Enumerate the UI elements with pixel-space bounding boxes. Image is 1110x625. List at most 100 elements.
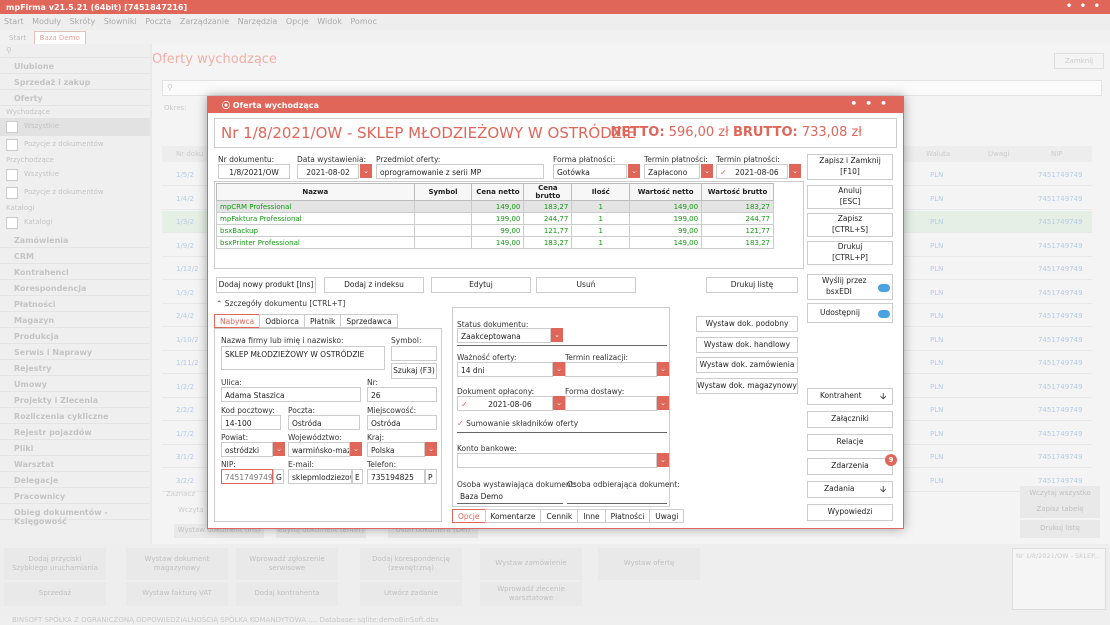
sidebar-search[interactable]: ⚲	[0, 44, 150, 58]
sidebar-child-wszystkie-out[interactable]: Wszystkie	[0, 118, 150, 136]
bank-account-select[interactable]	[457, 453, 657, 468]
check-icon[interactable]: ✓	[720, 168, 727, 177]
postal-code-field[interactable]: 14-100	[221, 415, 281, 430]
tab-platnik[interactable]: Płatnik	[304, 314, 342, 328]
sidebar-item-ulubione[interactable]: Ulubione	[0, 58, 150, 74]
sidebar-child-pozycje-in[interactable]: Pozycje z dokumentów	[0, 184, 150, 202]
chevron-down-icon[interactable]: ⌄	[657, 362, 669, 376]
add-quick-buttons[interactable]: Dodaj przyciski Szybkiego uruchamiania	[4, 548, 106, 580]
window-menu-dots[interactable]: • • •	[1065, 1, 1102, 12]
payment-date-field[interactable]: ✓ 2021-08-06	[716, 164, 788, 179]
validity-select[interactable]: 14 dni	[457, 362, 553, 377]
search-contractor-button[interactable]: Szukaj (F3)	[391, 363, 437, 379]
chevron-down-icon[interactable]: ⌄	[350, 442, 362, 456]
issue-stock-document-button[interactable]: Wystaw dokument magazynowy	[126, 548, 228, 580]
sidebar-item-module[interactable]: Warsztat	[0, 456, 150, 472]
menu-slowniki[interactable]: Słowniki	[103, 17, 137, 26]
chevron-down-icon[interactable]: ⌄	[273, 442, 285, 456]
post-office-field[interactable]: Ostróda	[288, 415, 360, 430]
relations-button[interactable]: Relacje	[807, 434, 893, 451]
save-button[interactable]: Zapisz [CTRL+S]	[807, 213, 893, 237]
menu-widok[interactable]: Widok	[317, 17, 342, 26]
col-wartosc-netto[interactable]: Wartość netto	[629, 183, 703, 201]
tab-cennik[interactable]: Cennik	[540, 509, 579, 523]
print-list-bg-button[interactable]: Drukuj listę	[1020, 520, 1100, 538]
print-button[interactable]: Drukuj [CTRL+P]	[807, 241, 893, 265]
sidebar-item-module[interactable]: Magazyn	[0, 312, 150, 328]
sidebar-item-module[interactable]: Projekty i Zlecenia	[0, 392, 150, 408]
workshop-order-button[interactable]: Wprowadź zlecenie warsztatowe	[480, 582, 582, 606]
chevron-down-icon[interactable]: ⌄	[551, 328, 563, 342]
service-request-button[interactable]: Wprowadź zgłoszenie serwisowe	[236, 548, 338, 580]
sales-button[interactable]: Sprzedaż	[4, 582, 106, 606]
add-correspondence-button[interactable]: Dodaj korespondencję (zewnętrzną)	[360, 548, 462, 580]
menu-poczta[interactable]: Poczta	[145, 17, 172, 26]
save-close-button[interactable]: Zapisz i Zamknij [F10]	[807, 154, 893, 180]
add-product-button[interactable]: Dodaj nowy produkt [Ins]	[216, 277, 316, 293]
sidebar-item-module[interactable]: Kontrahenci	[0, 264, 150, 280]
add-contractor-button[interactable]: Dodaj kontrahenta	[236, 582, 338, 606]
chevron-down-icon[interactable]: ⌄	[628, 164, 640, 178]
load-label[interactable]: Wczyta	[178, 506, 204, 514]
sidebar-item-module[interactable]: Pracownicy	[0, 488, 150, 504]
payment-method-select[interactable]: Gotówka	[553, 164, 627, 179]
statements-button[interactable]: Wypowiedzi	[807, 504, 893, 521]
contractor-button[interactable]: Kontrahent 🡫	[807, 388, 893, 405]
col-symbol[interactable]: Symbol	[413, 183, 473, 201]
col-cena-brutto[interactable]: Cena brutto	[523, 183, 573, 201]
tab-start[interactable]: Start	[9, 34, 27, 42]
tab-baza-demo[interactable]: Baza Demo	[33, 31, 86, 45]
sum-components-checkbox[interactable]: ✓ Sumowanie składników oferty	[457, 419, 579, 428]
menu-opcje[interactable]: Opcje	[285, 17, 309, 26]
payment-term-select[interactable]: Zapłacono	[644, 164, 700, 179]
issue-similar-button[interactable]: Wystaw dok. podobny	[696, 316, 798, 332]
sidebar-item-sprzedaz[interactable]: Sprzedaż i zakup	[0, 74, 150, 90]
dialog-menu-dots[interactable]: • • •	[850, 97, 889, 110]
chevron-down-icon[interactable]: ⌄	[701, 164, 713, 178]
sidebar-item-module[interactable]: Obieg dokumentów - Księgowość	[0, 504, 150, 526]
chevron-down-icon[interactable]: ⌄	[360, 164, 372, 178]
gus-button[interactable]: G	[273, 469, 284, 484]
chevron-down-icon[interactable]: ⌄	[553, 396, 565, 410]
receiver-field[interactable]	[567, 489, 667, 504]
symbol-field[interactable]	[391, 346, 437, 361]
status-select[interactable]: Zaakceptowana	[457, 328, 551, 343]
sidebar-child-katalogi[interactable]: Katalogi	[0, 214, 150, 232]
phone-field[interactable]: 735194825	[367, 469, 425, 484]
menu-narzedzia[interactable]: Narzędzia	[237, 17, 278, 26]
tab-komentarze[interactable]: Komentarze	[484, 509, 542, 523]
sidebar-child-wszystkie-in[interactable]: Wszystkie	[0, 166, 150, 184]
sidebar-item-oferty[interactable]: Oferty	[0, 90, 150, 106]
table-row[interactable]: mpCRM Professional 149,00 183,27 1 149,00 183…	[216, 200, 774, 213]
print-items-button[interactable]: Drukuj listę	[706, 277, 798, 293]
issuer-field[interactable]: Baza Demo	[457, 489, 563, 504]
issue-invoice-button[interactable]: Wystaw fakturę VAT	[126, 582, 228, 606]
county-select[interactable]: ostródzki	[221, 442, 273, 457]
edit-item-button[interactable]: Edytuj	[431, 277, 531, 293]
delete-item-button[interactable]: Usuń	[536, 277, 636, 293]
menu-start[interactable]: Start	[4, 17, 24, 26]
name-field[interactable]: SKLEP MŁODZIEŻOWY W OSTRÓDZIE	[221, 346, 385, 370]
attachments-button[interactable]: Załączniki	[807, 411, 893, 428]
list-search-input[interactable]: ⚲	[162, 80, 1102, 96]
tab-nabywca[interactable]: Nabywca	[214, 314, 261, 328]
subject-field[interactable]: oprogramowanie z serii MP	[376, 164, 544, 179]
issue-offer-button[interactable]: Wystaw ofertę	[598, 548, 700, 580]
col-wartosc-brutto[interactable]: Wartość brutto	[701, 183, 774, 201]
chevron-down-icon[interactable]: ⌄	[657, 453, 669, 467]
table-row[interactable]: bsxBackup 99,00 121,77 1 99,00 121,77	[216, 224, 774, 237]
col-nazwa[interactable]: Nazwa	[216, 183, 415, 201]
share-button[interactable]: Udostępnij	[807, 303, 893, 323]
load-all-button[interactable]: Wczytaj wszystko	[1020, 486, 1100, 502]
issue-date-field[interactable]: 2021-08-02	[297, 164, 359, 179]
country-select[interactable]: Polska	[367, 442, 425, 457]
issue-trade-doc-button[interactable]: Wystaw dok. handlowy	[696, 337, 798, 353]
send-bsxedi-button[interactable]: Wyślij przez bsxEDI	[807, 274, 893, 300]
check-icon[interactable]: ✓	[461, 400, 468, 409]
cancel-button[interactable]: Anuluj [ESC]	[807, 185, 893, 209]
email-button[interactable]: E	[352, 469, 363, 484]
save-table-button[interactable]: Zapisz tabelę	[1020, 502, 1100, 518]
tab-odbiorca[interactable]: Odbiorca	[259, 314, 306, 328]
chevron-down-icon[interactable]: ⌄	[425, 442, 437, 456]
house-number-field[interactable]: 26	[367, 387, 437, 402]
